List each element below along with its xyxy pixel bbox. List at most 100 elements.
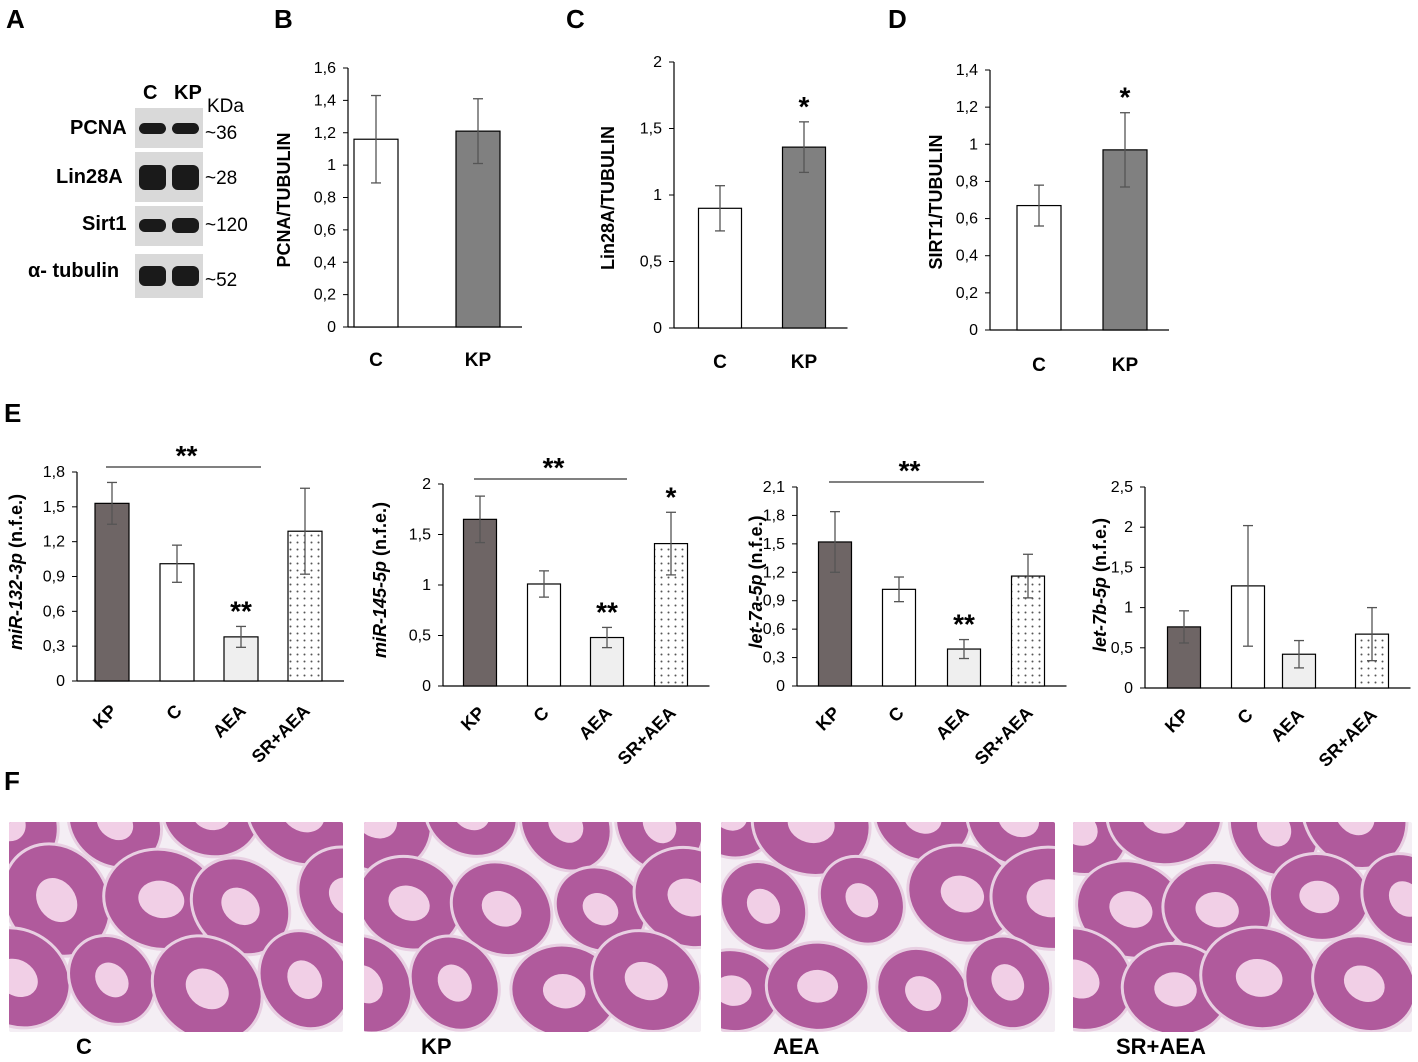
significance-marker: ** (230, 595, 252, 626)
bar (781, 146, 827, 329)
tubule-lumen (437, 964, 472, 1002)
panel-letter-e: E (4, 398, 22, 428)
x-category-label: C (162, 701, 185, 724)
histology-image-c (9, 822, 343, 1032)
y-tick-label: 0 (776, 678, 785, 695)
significance-marker: ** (596, 596, 618, 627)
tubule-lumen (642, 822, 677, 844)
tubule-lumen (364, 822, 398, 839)
tubule-lumen (9, 822, 26, 842)
western-blot: C KP KDa PCNA ~36 Lin28A ~28 Sirt1 ~120 … (0, 0, 270, 310)
y-tick-label: 0 (56, 673, 65, 690)
y-tick-label: 1,5 (43, 499, 65, 516)
y-tick-label: 1,5 (409, 527, 431, 544)
band-pcna-c (139, 123, 166, 134)
y-axis-label-unit: (n.f.e.) (1090, 518, 1110, 577)
y-axis-label: miR-145-5p (n.f.e.) (370, 502, 390, 658)
x-category-label: SR+AEA (1315, 705, 1381, 771)
y-tick-label: 2 (653, 54, 662, 71)
y-tick-label: 1 (422, 577, 431, 594)
x-category-label: C (884, 703, 907, 726)
y-axis-label: let-7a-5p (n.f.e.) (746, 515, 766, 648)
tubule-lumen (452, 822, 490, 831)
histology-label-c: C (76, 1034, 92, 1059)
tubule-lumen (1109, 891, 1153, 928)
chart-e2: 0 0,5 1 1,5 2 miR-145-5p (n.f.e.) KP C AEA ** SR+A… (370, 452, 710, 769)
band-sirt1-c (139, 219, 166, 232)
y-tick-label: 0,4 (314, 254, 336, 271)
y-axis-label-unit: (n.f.e.) (370, 502, 390, 561)
band-lin28a-kp (172, 165, 199, 190)
y-tick-label: 0,8 (314, 190, 336, 207)
tubule-lumen (746, 888, 781, 924)
x-category-label: AEA (1267, 705, 1308, 746)
bracket-significance: ** (899, 455, 921, 486)
y-tick-label: 1,4 (956, 62, 978, 79)
tubule-lumen (9, 958, 38, 998)
blot-strip-sirt1 (135, 206, 203, 246)
bar (159, 563, 195, 682)
y-axis-label: let-7b-5p (n.f.e.) (1090, 518, 1110, 652)
bar (94, 502, 130, 682)
y-tick-label: 1,6 (314, 60, 336, 77)
tubule-lumen (940, 875, 985, 913)
chart-e1: 0 0,3 0,6 0,9 1,2 1,5 1,8 miR-132-3p (n.f.e.) KP… (6, 440, 344, 767)
tubule-lumen (991, 964, 1025, 1001)
y-tick-label: 1 (969, 136, 978, 153)
y-tick-label: 0,6 (763, 621, 785, 638)
tubule-lumen (185, 968, 229, 1010)
x-category-label: SR+AEA (248, 701, 314, 767)
y-tick-label: 1,2 (314, 125, 336, 142)
x-category-label: C (1233, 705, 1256, 728)
protein-label-pcna: PCNA (70, 117, 127, 139)
tubule-lumen (903, 822, 942, 834)
histology-label-kp: KP (421, 1034, 452, 1059)
y-tick-label: 2 (1124, 519, 1133, 536)
y-tick-label: 2,5 (1111, 479, 1133, 496)
tubule-lumen (1073, 822, 1098, 846)
tubule-lumen (1299, 880, 1340, 914)
lane-label-kp: KP (174, 82, 202, 104)
tubule (1105, 822, 1224, 867)
bracket-significance: ** (543, 452, 565, 483)
x-category-label: KP (1112, 355, 1139, 376)
bar (526, 583, 562, 687)
x-category-label: SR+AEA (614, 703, 680, 769)
y-tick-label: 2 (422, 476, 431, 493)
histology-image-sr-aea (1073, 822, 1412, 1032)
tubule-lumen (1334, 822, 1375, 836)
mw-pcna: ~36 (205, 123, 238, 144)
tubule-lumen (287, 960, 323, 1000)
panel-letter-c: C (566, 4, 585, 34)
y-axis-label-gene: let-7a-5p (746, 574, 766, 648)
y-axis-label: Lin28A/TUBULIN (598, 126, 618, 270)
x-category-label: KP (1161, 705, 1193, 737)
tubule (244, 822, 343, 867)
tubule-lumen (1195, 892, 1239, 928)
y-axis-label: SIRT1/TUBULIN (926, 135, 946, 270)
band-tubulin-c (139, 266, 166, 286)
y-tick-label: 1,4 (314, 92, 336, 109)
y-tick-label: 1,8 (43, 464, 65, 481)
y-tick-label: 0,5 (640, 254, 662, 271)
tubule-lumen (95, 962, 129, 998)
y-tick-label: 1,2 (763, 564, 785, 581)
tubule-lumen (548, 822, 584, 843)
tubule-lumen (845, 883, 879, 918)
y-tick-label: 1,8 (763, 507, 785, 524)
y-tick-label: 0 (969, 322, 978, 339)
protein-label-lin28a: Lin28A (56, 166, 123, 188)
tubule-lumen (138, 880, 185, 919)
tubule-lumen (997, 822, 1040, 838)
y-tick-label: 0,2 (956, 285, 978, 302)
tubule (423, 822, 519, 858)
tubule-lumen (364, 965, 383, 1004)
chart-c: 0 0,5 1 1,5 2 Lin28A/TUBULIN C KP * (598, 54, 848, 373)
panel-letter-b: B (274, 4, 293, 34)
y-axis-label-gene: miR-145-5p (370, 561, 390, 658)
band-pcna-kp (172, 123, 199, 134)
tubule-lumen (191, 822, 231, 831)
panel-letter-f: F (4, 766, 20, 796)
y-tick-label: 0,2 (314, 287, 336, 304)
x-category-label: AEA (209, 701, 250, 742)
